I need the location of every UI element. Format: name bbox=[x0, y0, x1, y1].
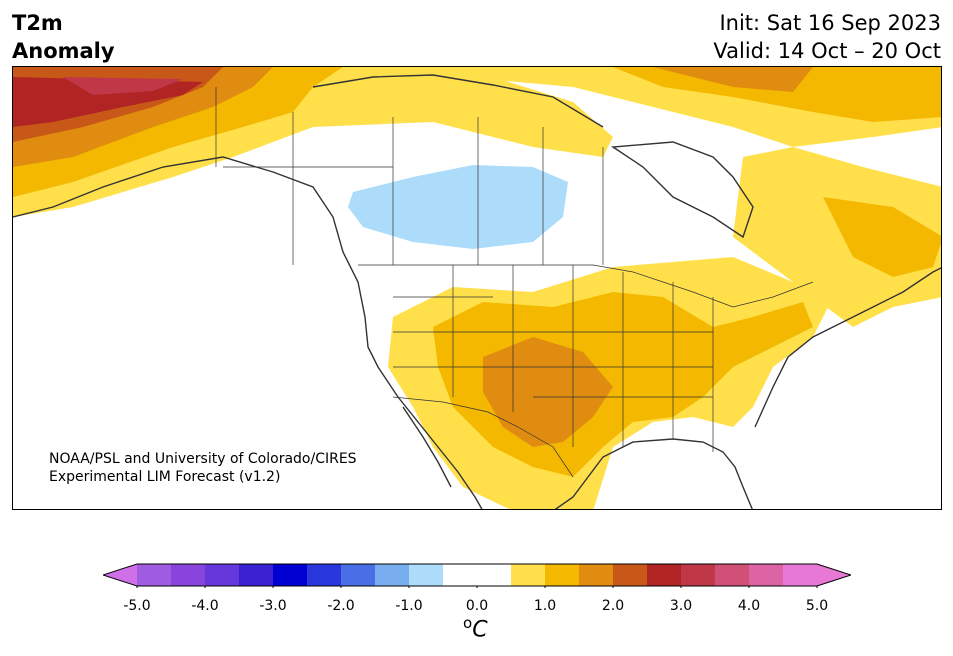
colorbar-unit: oC bbox=[463, 614, 488, 642]
colorbar-tick-label: 1.0 bbox=[533, 598, 557, 614]
colorbar-bin bbox=[715, 564, 750, 586]
coast-atlantic bbox=[754, 267, 941, 428]
colorbar-tick-label: -2.0 bbox=[327, 598, 355, 614]
border-us-canada bbox=[358, 264, 814, 308]
colorbar-bin bbox=[239, 564, 274, 586]
colorbar-bin bbox=[443, 564, 512, 586]
colorbar-tick-label: -3.0 bbox=[259, 598, 287, 614]
border-us-mexico bbox=[392, 396, 574, 478]
colorbar-tick-label: 5.0 bbox=[805, 598, 829, 614]
unit-degree: o bbox=[463, 614, 473, 632]
shade-orange-arctic bbox=[653, 67, 813, 92]
colorbar-bin bbox=[273, 564, 308, 586]
coastlines bbox=[13, 74, 941, 509]
map-svg bbox=[13, 67, 941, 509]
colorbar-tick-label: 3.0 bbox=[669, 598, 693, 614]
coast-gulf bbox=[554, 438, 753, 509]
colorbar-over-triangle bbox=[817, 564, 851, 586]
shade-blue-prairies bbox=[348, 165, 568, 249]
border-provinces bbox=[223, 112, 604, 265]
border-states bbox=[393, 265, 714, 452]
colorbar-bin bbox=[341, 564, 376, 586]
valid-date: Valid: 14 Oct – 20 Oct bbox=[713, 39, 941, 63]
title-line-2: Anomaly bbox=[12, 39, 115, 63]
colorbar-bin bbox=[749, 564, 784, 586]
shade-east-canada bbox=[733, 147, 941, 327]
anomaly-shading bbox=[13, 67, 941, 509]
coast-baja bbox=[402, 406, 452, 488]
colorbar-tick-label: 4.0 bbox=[737, 598, 761, 614]
shade-yellow-quebec bbox=[823, 197, 941, 277]
colorbar-tick-label: 0.0 bbox=[465, 598, 489, 614]
colorbar-bin bbox=[545, 564, 580, 586]
colorbar-under-triangle bbox=[103, 564, 137, 586]
coast-hudson bbox=[610, 141, 754, 239]
colorbar-bin bbox=[205, 564, 240, 586]
forecast-dates: Init: Sat 16 Sep 2023 Valid: 14 Oct – 20… bbox=[713, 9, 941, 65]
anomaly-map bbox=[12, 66, 942, 510]
coast-pacific bbox=[13, 156, 483, 509]
credit-line-2: Experimental LIM Forecast (v1.2) bbox=[49, 469, 281, 485]
shade-crimson-alaska bbox=[63, 77, 183, 95]
colorbar-bin bbox=[307, 564, 342, 586]
colorbar-bin bbox=[511, 564, 546, 586]
colorbar-bin bbox=[613, 564, 648, 586]
coast-arctic bbox=[312, 74, 604, 128]
init-date: Init: Sat 16 Sep 2023 bbox=[719, 11, 941, 35]
colorbar-tick-label: -4.0 bbox=[191, 598, 219, 614]
colorbar-tick-label: 2.0 bbox=[601, 598, 625, 614]
colorbar-bin bbox=[409, 564, 444, 586]
title-line-1: T2m bbox=[12, 11, 63, 35]
map-title: T2m Anomaly bbox=[12, 9, 115, 65]
colorbar-tick-label: -5.0 bbox=[123, 598, 151, 614]
colorbar-bin bbox=[681, 564, 716, 586]
colorbar bbox=[103, 563, 851, 588]
shade-orange-sw bbox=[483, 337, 613, 447]
colorbar-bin bbox=[375, 564, 410, 586]
credit-line-1: NOAA/PSL and University of Colorado/CIRE… bbox=[49, 451, 357, 467]
unit-letter: C bbox=[472, 617, 488, 643]
colorbar-bin bbox=[579, 564, 614, 586]
political-borders bbox=[215, 87, 814, 478]
credit-text: NOAA/PSL and University of Colorado/CIRE… bbox=[49, 450, 357, 486]
shade-yellow-arctic bbox=[613, 67, 941, 122]
colorbar-bin bbox=[137, 564, 172, 586]
colorbar-bin bbox=[647, 564, 682, 586]
colorbar-tick-label: -1.0 bbox=[395, 598, 423, 614]
colorbar-bin bbox=[171, 564, 206, 586]
colorbar-bin bbox=[783, 564, 818, 586]
